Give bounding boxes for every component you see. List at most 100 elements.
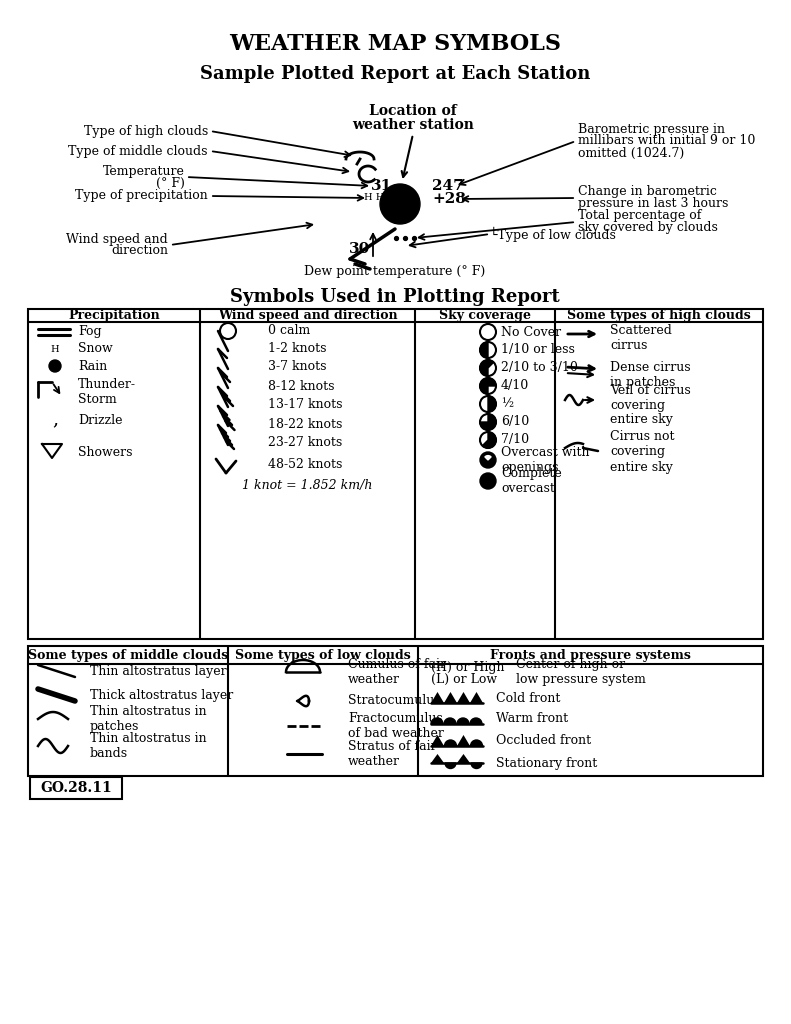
Text: Fractocumulus
of bad weather: Fractocumulus of bad weather	[348, 712, 444, 740]
Text: weather station: weather station	[352, 118, 474, 132]
Text: Rain: Rain	[78, 359, 108, 373]
Text: Warm front: Warm front	[496, 713, 568, 725]
Wedge shape	[485, 456, 491, 460]
Text: ,: ,	[52, 410, 58, 428]
Wedge shape	[431, 718, 443, 724]
Text: direction: direction	[111, 245, 168, 257]
Text: Change in barometric: Change in barometric	[578, 184, 717, 198]
Polygon shape	[457, 754, 470, 763]
Text: 1/10 or less: 1/10 or less	[501, 343, 575, 356]
Text: 6/10: 6/10	[501, 416, 529, 428]
Text: Wind speed and: Wind speed and	[66, 232, 168, 246]
Text: 4/10: 4/10	[501, 380, 529, 392]
Text: 18-22 knots: 18-22 knots	[268, 418, 343, 430]
Text: Cirrus not
covering
entire sky: Cirrus not covering entire sky	[610, 430, 675, 473]
Text: Dew point temperature (° F): Dew point temperature (° F)	[305, 265, 486, 279]
Text: millibars with initial 9 or 10: millibars with initial 9 or 10	[578, 134, 755, 147]
Wedge shape	[444, 718, 456, 724]
Text: Thin altostratus layer: Thin altostratus layer	[90, 666, 227, 679]
Text: Location of: Location of	[369, 104, 457, 118]
Text: Occluded front: Occluded front	[496, 734, 591, 748]
Text: (L) or Low: (L) or Low	[431, 673, 497, 685]
Text: Sample Plotted Report at Each Station: Sample Plotted Report at Each Station	[200, 65, 590, 83]
Text: Stratocumulus: Stratocumulus	[348, 694, 441, 708]
Text: Showers: Showers	[78, 445, 133, 459]
Text: └Type of low clouds: └Type of low clouds	[490, 226, 616, 242]
Text: 0 calm: 0 calm	[268, 325, 310, 338]
Text: sky covered by clouds: sky covered by clouds	[578, 221, 718, 234]
Text: Dense cirrus
in patches: Dense cirrus in patches	[610, 361, 691, 389]
Wedge shape	[488, 396, 496, 412]
Text: +28: +28	[432, 193, 466, 206]
Text: 31: 31	[372, 179, 392, 193]
Wedge shape	[480, 378, 496, 394]
Text: 13-17 knots: 13-17 knots	[268, 398, 343, 412]
Polygon shape	[431, 735, 444, 746]
Text: Type of high clouds: Type of high clouds	[84, 125, 208, 137]
Bar	[28, 309, 763, 639]
Text: Some types of high clouds: Some types of high clouds	[567, 309, 751, 322]
Polygon shape	[457, 735, 470, 746]
Wedge shape	[471, 763, 482, 768]
Wedge shape	[480, 360, 494, 376]
Wedge shape	[483, 432, 496, 447]
Text: Barometric pressure in: Barometric pressure in	[578, 123, 725, 135]
Text: 8-12 knots: 8-12 knots	[268, 380, 335, 392]
Polygon shape	[470, 692, 483, 703]
Polygon shape	[444, 692, 457, 703]
Text: 48-52 knots: 48-52 knots	[268, 459, 343, 471]
Text: Veil of cirrus
covering
entire sky: Veil of cirrus covering entire sky	[610, 384, 691, 427]
Wedge shape	[471, 740, 483, 746]
Wedge shape	[457, 718, 469, 724]
Text: Complete
overcast: Complete overcast	[501, 467, 562, 495]
Text: Some types of middle clouds: Some types of middle clouds	[28, 648, 228, 662]
Text: Cold front: Cold front	[496, 691, 560, 705]
Wedge shape	[480, 414, 496, 430]
Text: No Cover: No Cover	[501, 326, 561, 339]
Circle shape	[480, 452, 496, 468]
Text: H H: H H	[364, 194, 384, 203]
Text: Cumulus of fair
weather: Cumulus of fair weather	[348, 658, 446, 686]
Text: (H) or High: (H) or High	[431, 660, 505, 674]
Text: Fronts and pressure systems: Fronts and pressure systems	[490, 648, 691, 662]
Text: Some types of low clouds: Some types of low clouds	[235, 648, 411, 662]
Text: Symbols Used in Plotting Report: Symbols Used in Plotting Report	[230, 288, 560, 306]
Text: Fog: Fog	[78, 326, 101, 339]
Text: Stratus of fair
weather: Stratus of fair weather	[348, 740, 437, 768]
Text: Thin altostratus in
patches: Thin altostratus in patches	[90, 705, 206, 733]
Text: Center of high or
low pressure system: Center of high or low pressure system	[516, 658, 646, 686]
Text: 30: 30	[350, 242, 371, 256]
Text: Stationary front: Stationary front	[496, 757, 597, 769]
Text: 7/10: 7/10	[501, 433, 529, 446]
Wedge shape	[445, 740, 456, 746]
Text: 3-7 knots: 3-7 knots	[268, 360, 327, 374]
Wedge shape	[470, 718, 482, 724]
Text: (° F): (° F)	[156, 176, 185, 189]
Polygon shape	[431, 754, 444, 763]
Text: 2/10 to 3/10: 2/10 to 3/10	[501, 361, 578, 375]
Text: 23-27 knots: 23-27 knots	[268, 436, 343, 450]
Text: 1 knot = 1.852 km/h: 1 knot = 1.852 km/h	[242, 479, 373, 493]
Polygon shape	[431, 692, 444, 703]
Text: Thick altostratus layer: Thick altostratus layer	[90, 689, 233, 702]
Bar	[30, 777, 122, 799]
Circle shape	[380, 184, 420, 224]
Text: Type of precipitation: Type of precipitation	[75, 189, 208, 203]
Bar	[28, 646, 763, 776]
Circle shape	[49, 360, 61, 372]
Text: WEATHER MAP SYMBOLS: WEATHER MAP SYMBOLS	[229, 33, 561, 55]
Text: Thin altostratus in
bands: Thin altostratus in bands	[90, 732, 206, 760]
Text: 1-2 knots: 1-2 knots	[268, 342, 327, 355]
Text: Scattered
cirrus: Scattered cirrus	[610, 324, 672, 352]
Text: Thunder-
Storm: Thunder- Storm	[78, 378, 136, 406]
Wedge shape	[480, 342, 488, 358]
Text: ½: ½	[501, 397, 513, 411]
Text: Total percentage of: Total percentage of	[578, 210, 702, 222]
Wedge shape	[445, 763, 456, 768]
Text: Precipitation: Precipitation	[68, 309, 160, 322]
Text: Type of middle clouds: Type of middle clouds	[69, 144, 208, 158]
Text: pressure in last 3 hours: pressure in last 3 hours	[578, 197, 729, 210]
Text: omitted (1024.7): omitted (1024.7)	[578, 146, 684, 160]
Text: Temperature: Temperature	[103, 165, 185, 177]
Text: Snow: Snow	[78, 342, 113, 355]
